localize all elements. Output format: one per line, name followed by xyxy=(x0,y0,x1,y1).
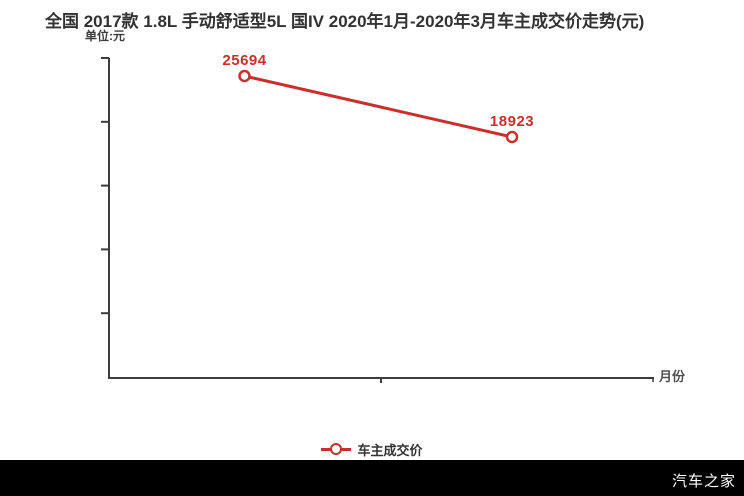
y-axis-unit-label: 单位:元 xyxy=(85,29,125,43)
x-axis-title: 月份 xyxy=(659,369,686,384)
data-point-marker xyxy=(505,130,519,144)
data-point-label-mar: 18923 xyxy=(489,113,535,130)
watermark-text: 汽车之家 xyxy=(671,473,736,490)
watermark-bar: 汽车之家 xyxy=(0,460,744,496)
legend-circle-icon xyxy=(330,443,343,455)
chart-title: 全国 2017款 1.8L 手动舒适型5L 国IV 2020年1月-2020年3… xyxy=(45,12,645,31)
data-point-marker xyxy=(238,69,251,83)
legend-label: 车主成交价 xyxy=(357,443,423,458)
data-point-label-jan: 25694 xyxy=(222,51,267,69)
trend-line xyxy=(244,74,513,139)
legend-line-circle-marker xyxy=(321,442,352,457)
legend: 车主成交价 xyxy=(0,440,744,459)
